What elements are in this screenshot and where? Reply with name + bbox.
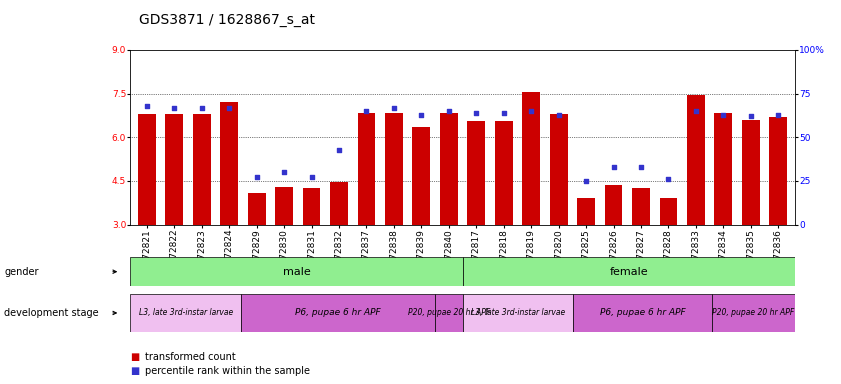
Bar xyxy=(522,92,540,225)
Bar xyxy=(220,103,238,225)
Point xyxy=(552,111,565,118)
Bar xyxy=(138,114,156,225)
Point xyxy=(662,176,675,182)
Text: male: male xyxy=(283,266,310,277)
Text: percentile rank within the sample: percentile rank within the sample xyxy=(145,366,310,376)
Text: P20, pupae 20 hr APF: P20, pupae 20 hr APF xyxy=(408,308,489,318)
Point xyxy=(415,111,428,118)
Text: P6, pupae 6 hr APF: P6, pupae 6 hr APF xyxy=(295,308,381,318)
Bar xyxy=(435,294,463,332)
Point xyxy=(195,104,209,111)
Text: P20, pupae 20 hr APF: P20, pupae 20 hr APF xyxy=(712,308,795,318)
Bar xyxy=(577,199,595,225)
Text: ■: ■ xyxy=(130,366,140,376)
Text: development stage: development stage xyxy=(4,308,99,318)
Point xyxy=(607,164,621,170)
Bar xyxy=(550,114,568,225)
Bar xyxy=(130,257,463,286)
Bar xyxy=(248,193,266,225)
Bar xyxy=(463,257,795,286)
Text: transformed count: transformed count xyxy=(145,352,236,362)
Bar xyxy=(574,294,711,332)
Point xyxy=(223,104,236,111)
Point xyxy=(140,103,154,109)
Bar xyxy=(468,121,485,225)
Point xyxy=(332,146,346,152)
Point xyxy=(634,164,648,170)
Point xyxy=(360,108,373,114)
Point xyxy=(469,110,483,116)
Point xyxy=(278,169,291,175)
Point xyxy=(250,174,263,180)
Text: gender: gender xyxy=(4,266,39,277)
Point xyxy=(579,178,593,184)
Bar xyxy=(463,294,574,332)
Point xyxy=(717,111,730,118)
Bar xyxy=(770,117,787,225)
Bar xyxy=(303,188,320,225)
Bar xyxy=(687,95,705,225)
Point xyxy=(525,108,538,114)
Bar xyxy=(357,113,375,225)
Bar xyxy=(330,182,348,225)
Bar xyxy=(495,121,513,225)
Text: L3, late 3rd-instar larvae: L3, late 3rd-instar larvae xyxy=(471,308,565,318)
Text: ■: ■ xyxy=(130,352,140,362)
Bar xyxy=(715,113,733,225)
Point xyxy=(167,104,181,111)
Bar xyxy=(241,294,435,332)
Bar xyxy=(440,113,458,225)
Point xyxy=(744,113,758,119)
Text: L3, late 3rd-instar larvae: L3, late 3rd-instar larvae xyxy=(139,308,233,318)
Bar xyxy=(193,114,210,225)
Point xyxy=(442,108,456,114)
Text: GDS3871 / 1628867_s_at: GDS3871 / 1628867_s_at xyxy=(139,13,315,27)
Bar xyxy=(605,185,622,225)
Bar xyxy=(632,188,650,225)
Point xyxy=(304,174,318,180)
Bar xyxy=(711,294,795,332)
Point xyxy=(771,111,785,118)
Bar xyxy=(385,113,403,225)
Bar xyxy=(412,127,431,225)
Point xyxy=(497,110,510,116)
Point xyxy=(387,104,400,111)
Bar xyxy=(742,120,759,225)
Text: P6, pupae 6 hr APF: P6, pupae 6 hr APF xyxy=(600,308,685,318)
Point xyxy=(689,108,702,114)
Bar xyxy=(130,294,241,332)
Bar xyxy=(166,114,183,225)
Bar xyxy=(275,187,293,225)
Text: female: female xyxy=(610,266,648,277)
Bar xyxy=(659,199,677,225)
